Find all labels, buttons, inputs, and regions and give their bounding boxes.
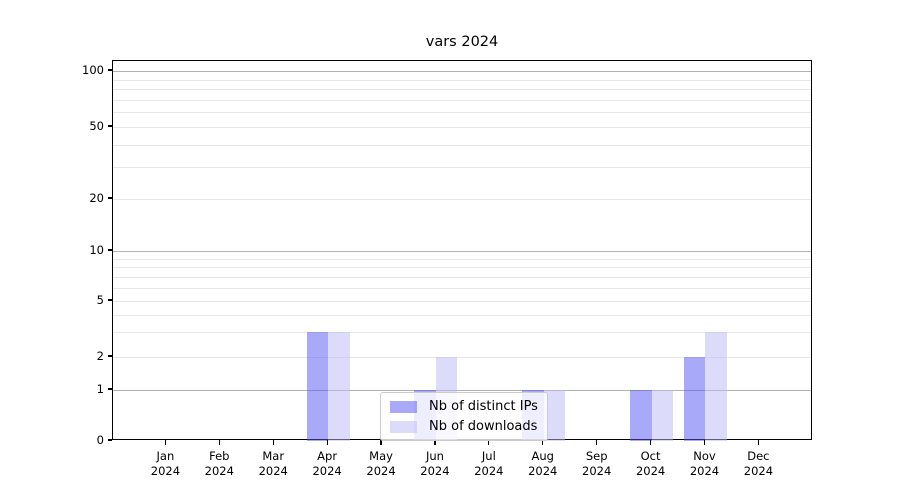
- gridline-minor-80: [113, 89, 811, 91]
- y-tick-label-50: 50: [89, 119, 104, 133]
- gridline-minor-5: [113, 301, 811, 302]
- x-tick-label-feb: Feb 2024: [204, 449, 234, 478]
- x-tick-label-apr: Apr 2024: [312, 449, 342, 478]
- legend-swatch-1: [390, 420, 417, 433]
- bar-nb-of-downloads-nov: [705, 332, 727, 441]
- y-tick-2: [107, 355, 112, 357]
- y-tick-label-100: 100: [82, 63, 104, 77]
- gridline-minor-30: [113, 167, 811, 169]
- x-tick-label-jul: Jul 2024: [474, 449, 504, 478]
- y-tick-1: [107, 388, 112, 390]
- gridline-minor-70: [113, 99, 811, 101]
- x-tick-may: [380, 440, 382, 445]
- x-tick-label-nov: Nov 2024: [689, 449, 720, 478]
- gridline-minor-40: [113, 144, 811, 146]
- y-tick-label-2: 2: [96, 349, 104, 363]
- legend-label-1: Nb of downloads: [429, 419, 538, 434]
- x-tick-label-aug: Aug 2024: [528, 449, 558, 478]
- gridline-minor-60: [113, 112, 811, 114]
- x-tick-label-oct: Oct 2024: [635, 449, 666, 478]
- gridline-minor-50: [113, 127, 811, 128]
- gridline-minor-3: [113, 332, 811, 334]
- x-tick-jan: [164, 440, 166, 445]
- x-tick-dec: [757, 440, 759, 445]
- legend-row-0: Nb of distinct IPs: [390, 399, 538, 414]
- y-tick-20: [107, 197, 112, 199]
- y-tick-0: [107, 439, 112, 441]
- plot-area: [112, 60, 812, 441]
- y-tick-50: [107, 125, 112, 127]
- bar-nb-of-distinct-ips-nov: [683, 357, 706, 441]
- x-tick-jul: [488, 440, 490, 445]
- x-tick-jun: [434, 440, 436, 445]
- gridline-minor-9: [113, 258, 811, 260]
- legend-row-1: Nb of downloads: [390, 419, 538, 434]
- y-tick-label-1: 1: [96, 382, 104, 396]
- y-tick-100: [107, 69, 112, 71]
- x-tick-label-jan: Jan 2024: [150, 449, 181, 478]
- bar-nb-of-distinct-ips-oct: [630, 390, 652, 441]
- gridline-minor-90: [113, 79, 811, 81]
- gridline-minor-20: [113, 199, 811, 200]
- x-tick-label-mar: Mar 2024: [258, 449, 288, 478]
- gridline-minor-4: [113, 314, 811, 316]
- gridline-major-1: [113, 390, 811, 391]
- y-tick-5: [107, 299, 112, 301]
- legend-label-0: Nb of distinct IPs: [429, 399, 538, 414]
- x-tick-feb: [218, 440, 220, 445]
- bar-nb-of-downloads-apr: [328, 332, 350, 441]
- x-tick-oct: [649, 440, 652, 445]
- x-tick-mar: [272, 440, 274, 445]
- bar-nb-of-downloads-aug: [543, 390, 566, 441]
- y-tick-10: [107, 249, 112, 251]
- gridline-minor-7: [113, 276, 811, 278]
- gridline-minor-2: [113, 357, 811, 358]
- x-tick-aug: [542, 440, 544, 445]
- x-tick-sep: [596, 440, 598, 445]
- chart-title: vars 2024: [425, 34, 499, 50]
- gridline-minor-6: [113, 287, 811, 289]
- gridline-major-100: [113, 71, 811, 72]
- legend: Nb of distinct IPs Nb of downloads: [380, 392, 548, 441]
- x-tick-label-jun: Jun 2024: [420, 449, 450, 478]
- y-tick-label-20: 20: [89, 191, 104, 205]
- x-tick-apr: [326, 440, 328, 445]
- x-tick-label-may: May 2024: [366, 449, 396, 478]
- gridline-major-10: [113, 251, 811, 252]
- x-tick-label-sep: Sep 2024: [582, 449, 612, 478]
- x-tick-nov: [703, 440, 706, 445]
- x-tick-label-dec: Dec 2024: [743, 449, 774, 478]
- gridline-minor-8: [113, 267, 811, 269]
- y-tick-label-5: 5: [96, 293, 104, 307]
- bar-nb-of-downloads-oct: [651, 390, 674, 441]
- bar-nb-of-distinct-ips-apr: [306, 332, 329, 441]
- y-tick-label-10: 10: [89, 243, 104, 257]
- y-tick-label-0: 0: [96, 433, 104, 447]
- legend-swatch-0: [390, 400, 417, 413]
